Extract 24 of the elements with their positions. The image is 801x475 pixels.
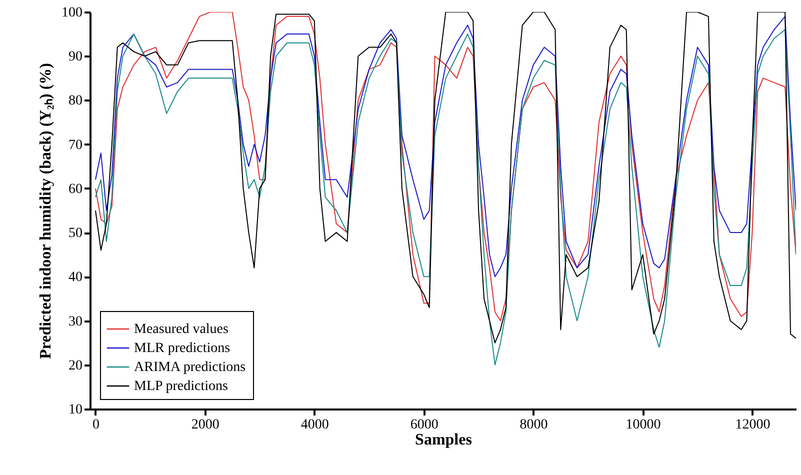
legend-label: ARIMA predictions xyxy=(134,360,246,375)
y-tick-label: 30 xyxy=(68,314,82,330)
y-tick-label: 20 xyxy=(68,358,82,374)
x-tick-label: 12000 xyxy=(735,418,770,432)
y-tick-label: 70 xyxy=(68,138,82,153)
x-tick-label: 10000 xyxy=(626,418,661,432)
x-tick-label: 8000 xyxy=(520,418,548,432)
y-tick-label: 60 xyxy=(68,182,82,197)
x-axis-title: Samples xyxy=(415,432,472,448)
legend-label: MLR predictions xyxy=(134,341,230,356)
legend-label: MLP predictions xyxy=(134,379,228,394)
x-tick-label: 0 xyxy=(92,418,100,432)
y-tick-label: 80 xyxy=(68,94,82,109)
x-tick-label: 2000 xyxy=(191,418,220,432)
line-series xyxy=(94,16,796,278)
y-tick-label: 50 xyxy=(68,226,82,242)
y-axis-title: Predicted indoor humidity (back) (Y₂ₕ) (%) xyxy=(38,63,54,359)
x-tick-label: 4000 xyxy=(300,418,329,432)
x-tick-label: 6000 xyxy=(410,418,438,432)
legend-label: Measured values xyxy=(134,322,228,337)
y-tick-label: 100 xyxy=(62,6,82,20)
y-tick-label: 90 xyxy=(68,50,82,65)
y-tick-label: 40 xyxy=(68,270,82,286)
y-tick-label: 10 xyxy=(68,402,82,418)
